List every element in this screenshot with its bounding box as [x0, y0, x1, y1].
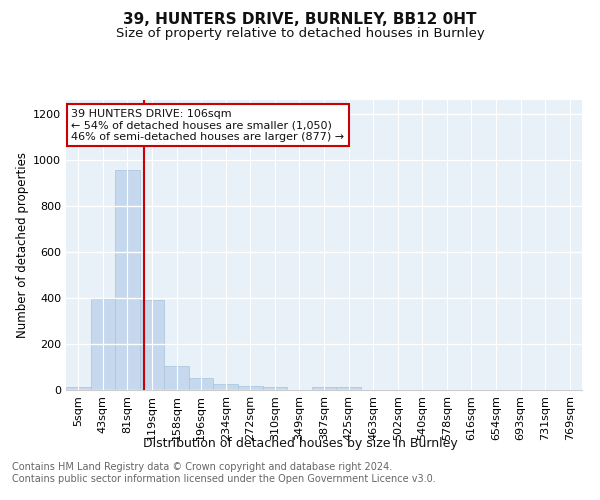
Bar	[238, 386, 263, 390]
Bar	[115, 170, 140, 390]
Text: 39, HUNTERS DRIVE, BURNLEY, BB12 0HT: 39, HUNTERS DRIVE, BURNLEY, BB12 0HT	[123, 12, 477, 28]
Y-axis label: Number of detached properties: Number of detached properties	[16, 152, 29, 338]
Bar	[91, 299, 115, 390]
Text: Size of property relative to detached houses in Burnley: Size of property relative to detached ho…	[116, 28, 484, 40]
Text: 39 HUNTERS DRIVE: 106sqm
← 54% of detached houses are smaller (1,050)
46% of sem: 39 HUNTERS DRIVE: 106sqm ← 54% of detach…	[71, 108, 344, 142]
Text: Distribution of detached houses by size in Burnley: Distribution of detached houses by size …	[143, 438, 457, 450]
Bar	[140, 300, 164, 390]
Bar	[312, 387, 336, 390]
Bar	[336, 387, 361, 390]
Bar	[164, 366, 189, 390]
Bar	[214, 384, 238, 390]
Bar	[66, 387, 91, 390]
Text: Contains HM Land Registry data © Crown copyright and database right 2024.
Contai: Contains HM Land Registry data © Crown c…	[12, 462, 436, 484]
Bar	[263, 387, 287, 390]
Bar	[189, 378, 214, 390]
